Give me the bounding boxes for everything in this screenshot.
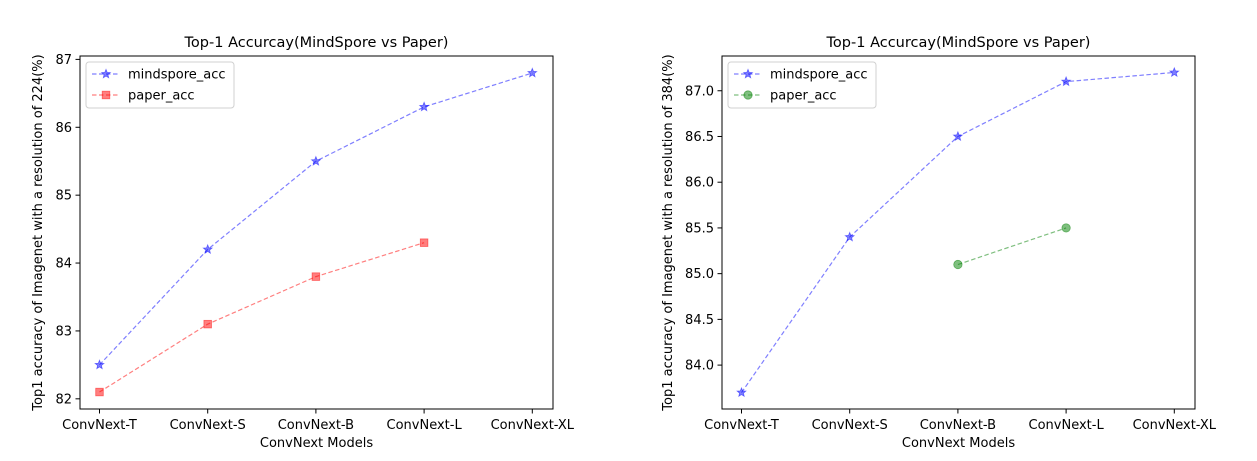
legend-marker <box>100 68 112 79</box>
x-tick-label: ConvNext-XL <box>491 418 575 433</box>
legend-entry-mindspore_acc: mindspore_acc <box>92 68 226 83</box>
y-tick-label: 86.5 <box>685 130 714 145</box>
legend: mindspore_acc paper_acc <box>727 61 877 109</box>
x-tick-label: ConvNext-T <box>704 418 779 433</box>
y-axis-label: Top1 accuracy of Imagenet with a resolut… <box>661 54 676 411</box>
legend-label: mindspore_acc <box>128 68 226 83</box>
y-tick-label: 87 <box>55 53 72 68</box>
legend-label: paper_acc <box>770 89 837 104</box>
y-tick-label: 84.0 <box>685 359 714 374</box>
x-axis-label: ConvNext Models <box>260 436 373 451</box>
legend-marker <box>101 90 111 100</box>
x-tick-label: ConvNext-S <box>170 418 246 433</box>
data-point-paper_acc-ConvNext-T <box>95 387 104 397</box>
legend-box <box>85 61 235 109</box>
chart-384-resolution: Top-1 Accurcay(MindSpore vs Paper) ConvNe… <box>661 35 1217 451</box>
series-line-mindspore_acc <box>99 72 533 366</box>
x-tick-label: ConvNext-XL <box>1133 418 1217 433</box>
y-tick-label: 84 <box>55 257 72 272</box>
legend-entry-paper_acc: paper_acc <box>734 89 837 104</box>
series-line-paper_acc <box>957 227 1067 266</box>
data-point-paper_acc-ConvNext-B <box>953 259 963 270</box>
y-tick-label: 85.5 <box>685 221 714 236</box>
legend-label: paper_acc <box>128 89 195 104</box>
data-point-mindspore_acc-ConvNext-B <box>310 155 322 166</box>
data-point-mindspore_acc-ConvNext-B <box>952 130 964 142</box>
data-point-paper_acc-ConvNext-B <box>311 272 321 281</box>
data-point-mindspore_acc-ConvNext-XL <box>526 67 538 78</box>
data-point-mindspore_acc-ConvNext-S <box>202 243 214 255</box>
y-tick-label: 83 <box>55 324 72 339</box>
y-tick-label: 86.0 <box>685 176 714 191</box>
y-axis-label: Top1 accuracy of Imagenet with a resolut… <box>31 54 46 411</box>
data-point-paper_acc-ConvNext-L <box>1061 223 1071 233</box>
data-point-mindspore_acc-ConvNext-T <box>736 386 747 398</box>
plot-frame <box>721 55 1196 410</box>
x-tick-label: ConvNext-S <box>812 418 888 433</box>
y-tick-label: 87.0 <box>685 84 714 99</box>
y-tick-label: 82 <box>55 392 72 407</box>
series-line-mindspore_acc <box>741 71 1175 393</box>
x-tick-label: ConvNext-B <box>278 418 354 433</box>
y-tick-label: 85 <box>55 189 72 204</box>
chart-224-resolution: Top-1 Accurcay(MindSpore vs Paper) ConvNe… <box>31 35 575 451</box>
data-point-mindspore_acc-ConvNext-T <box>94 359 105 370</box>
data-point-paper_acc-ConvNext-L <box>419 238 429 247</box>
data-point-mindspore_acc-ConvNext-L <box>418 101 430 112</box>
x-tick-label: ConvNext-T <box>62 418 137 433</box>
data-point-mindspore_acc-ConvNext-S <box>844 231 856 242</box>
plot-frame <box>79 55 554 410</box>
chart-title: Top-1 Accurcay(MindSpore vs Paper) <box>184 35 449 51</box>
x-axis-label: ConvNext Models <box>902 436 1015 451</box>
legend-entry-paper_acc: paper_acc <box>92 89 195 104</box>
legend-box <box>727 61 877 109</box>
series-line-paper_acc <box>99 242 425 393</box>
legend-label: mindspore_acc <box>770 68 868 83</box>
y-tick-label: 85.0 <box>685 267 714 282</box>
chart-title: Top-1 Accurcay(MindSpore vs Paper) <box>826 35 1091 51</box>
y-tick-label: 86 <box>55 121 72 136</box>
y-tick-label: 84.5 <box>685 313 714 328</box>
data-point-paper_acc-ConvNext-S <box>203 319 212 329</box>
x-tick-label: ConvNext-L <box>1029 418 1105 433</box>
legend-entry-mindspore_acc: mindspore_acc <box>734 68 868 83</box>
x-tick-label: ConvNext-B <box>920 418 996 433</box>
data-point-mindspore_acc-ConvNext-XL <box>1168 66 1180 78</box>
legend-marker <box>742 68 754 79</box>
data-point-mindspore_acc-ConvNext-L <box>1060 75 1072 87</box>
legend: mindspore_acc paper_acc <box>85 61 235 109</box>
legend-marker <box>743 90 753 100</box>
x-tick-label: ConvNext-L <box>387 418 463 433</box>
